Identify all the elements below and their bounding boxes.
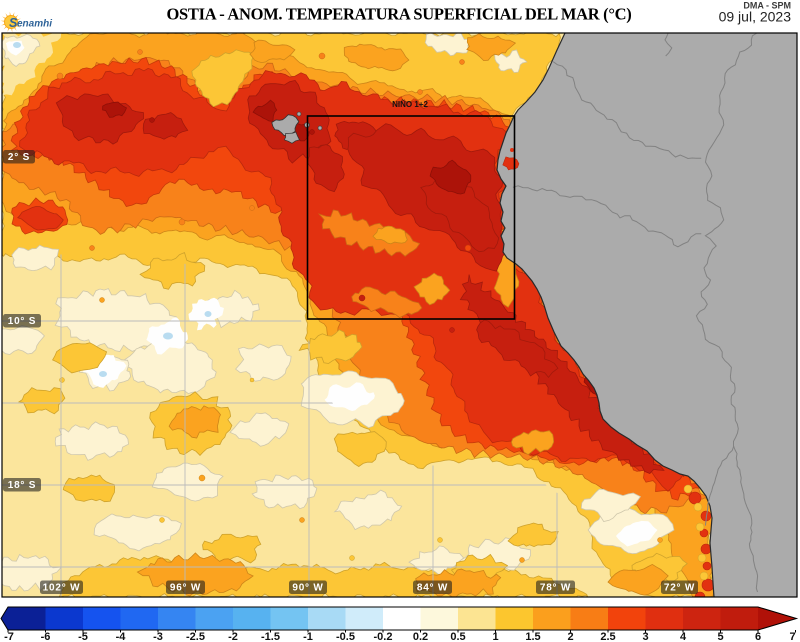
- svg-text:-5: -5: [78, 631, 88, 642]
- svg-text:0.2: 0.2: [413, 631, 428, 642]
- svg-text:-0.5: -0.5: [336, 631, 355, 642]
- svg-text:-6: -6: [41, 631, 51, 642]
- svg-text:DMA - SPM: DMA - SPM: [743, 1, 791, 11]
- svg-text:-1.5: -1.5: [261, 631, 280, 642]
- svg-text:2: 2: [567, 631, 573, 642]
- svg-text:-4: -4: [116, 631, 127, 642]
- svg-text:96° W: 96° W: [170, 583, 201, 594]
- svg-text:-1: -1: [303, 631, 313, 642]
- svg-text:72° W: 72° W: [664, 583, 695, 594]
- svg-text:10° S: 10° S: [8, 316, 37, 327]
- svg-text:-3: -3: [153, 631, 163, 642]
- svg-text:7: 7: [789, 631, 795, 642]
- svg-text:18° S: 18° S: [8, 480, 37, 491]
- svg-text:4: 4: [680, 631, 687, 642]
- svg-text:2.5: 2.5: [600, 631, 615, 642]
- svg-text:-7: -7: [4, 631, 14, 642]
- svg-text:84° W: 84° W: [417, 583, 448, 594]
- svg-text:6: 6: [755, 631, 761, 642]
- svg-text:78° W: 78° W: [540, 583, 571, 594]
- svg-text:5: 5: [717, 631, 723, 642]
- svg-text:90° W: 90° W: [292, 583, 323, 594]
- svg-text:NIÑO 1+2: NIÑO 1+2: [392, 100, 428, 109]
- svg-text:1: 1: [492, 631, 498, 642]
- svg-text:-2: -2: [228, 631, 238, 642]
- svg-text:102° W: 102° W: [43, 583, 81, 594]
- svg-text:1.5: 1.5: [525, 631, 540, 642]
- svg-text:0.5: 0.5: [450, 631, 465, 642]
- svg-text:3: 3: [642, 631, 648, 642]
- svg-text:S: S: [9, 16, 18, 30]
- svg-text:OSTIA - ANOM. TEMPERATURA SUPE: OSTIA - ANOM. TEMPERATURA SUPERFICIAL DE…: [167, 5, 632, 24]
- svg-text:2° S: 2° S: [8, 152, 30, 163]
- svg-text:enamhi: enamhi: [17, 19, 52, 30]
- svg-text:09 jul, 2023: 09 jul, 2023: [719, 9, 792, 25]
- svg-text:-2.5: -2.5: [186, 631, 205, 642]
- svg-text:-0.2: -0.2: [374, 631, 393, 642]
